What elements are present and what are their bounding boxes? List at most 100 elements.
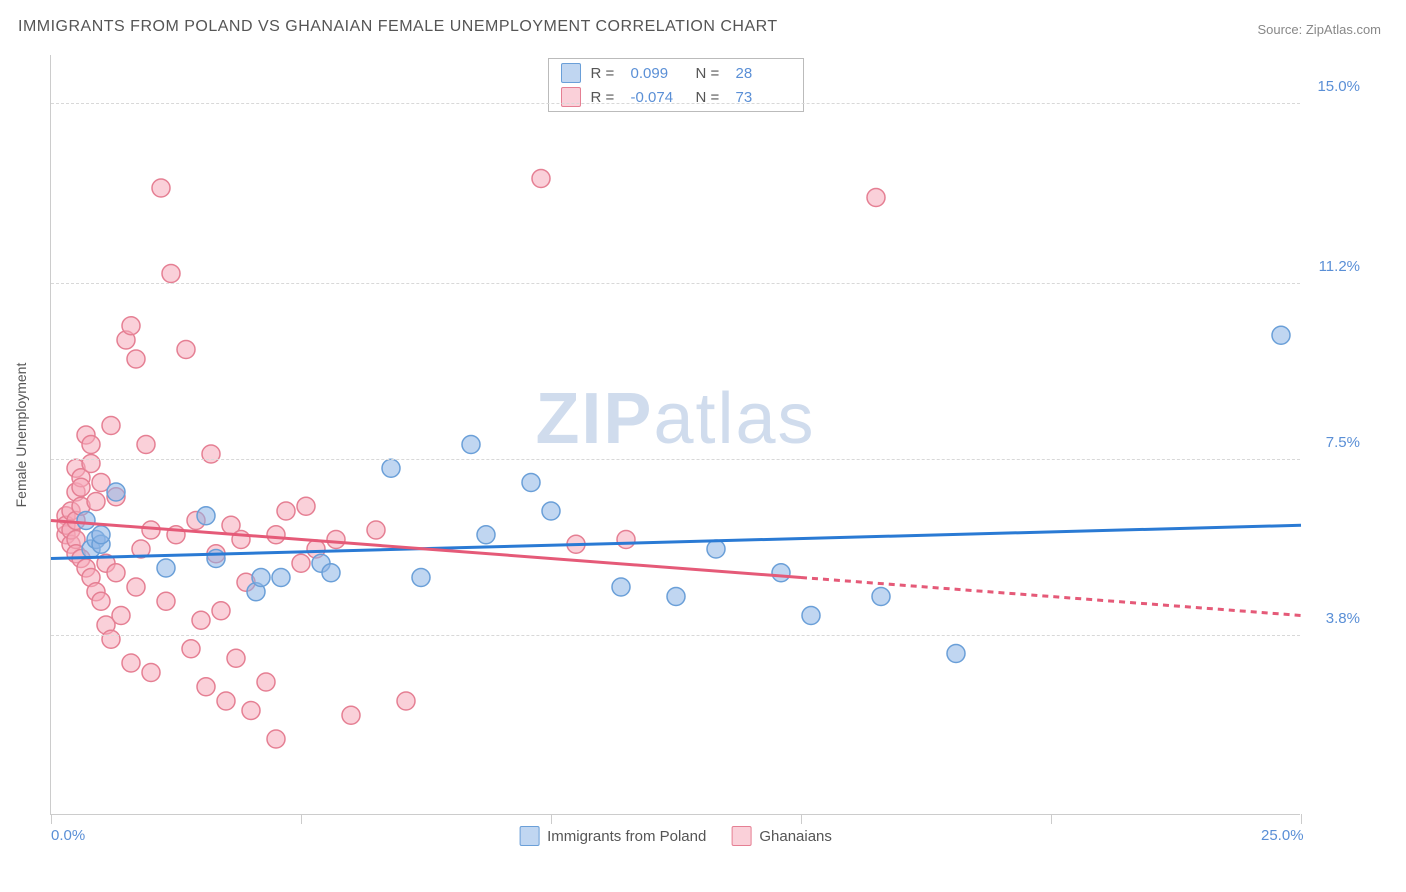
data-point (462, 436, 480, 454)
data-point (197, 678, 215, 696)
data-point (707, 540, 725, 558)
x-tick (301, 814, 302, 824)
y-tick-label: 7.5% (1326, 434, 1360, 451)
data-point (102, 630, 120, 648)
y-axis-label: Female Unemployment (13, 362, 29, 507)
legend-row: R =-0.074N =73 (549, 85, 803, 109)
data-point (297, 497, 315, 515)
x-tick (551, 814, 552, 824)
data-point (162, 265, 180, 283)
data-point (82, 455, 100, 473)
data-point (197, 507, 215, 525)
x-tick (51, 814, 52, 824)
data-point (227, 649, 245, 667)
grid-line (51, 459, 1300, 460)
legend-label: Ghanaians (759, 828, 832, 845)
data-point (327, 531, 345, 549)
data-point (257, 673, 275, 691)
data-point (177, 341, 195, 359)
data-point (242, 702, 260, 720)
legend-swatch (519, 826, 539, 846)
data-point (267, 526, 285, 544)
data-point (267, 730, 285, 748)
x-tick (1051, 814, 1052, 824)
data-point (382, 459, 400, 477)
data-point (107, 564, 125, 582)
x-tick (1301, 814, 1302, 824)
source-label: Source: ZipAtlas.com (1257, 22, 1381, 37)
data-point (107, 483, 125, 501)
data-point (152, 179, 170, 197)
grid-line (51, 103, 1300, 104)
y-tick-label: 15.0% (1317, 78, 1360, 95)
chart-title: IMMIGRANTS FROM POLAND VS GHANAIAN FEMAL… (18, 18, 778, 36)
data-point (87, 493, 105, 511)
data-point (612, 578, 630, 596)
x-tick (801, 814, 802, 824)
legend-row: R = 0.099 N = 28 (549, 61, 803, 85)
data-point (122, 654, 140, 672)
legend-r-value: 0.099 (631, 65, 686, 82)
data-point (92, 592, 110, 610)
data-point (412, 569, 430, 587)
data-point (322, 564, 340, 582)
data-point (477, 526, 495, 544)
data-point (82, 436, 100, 454)
plot-area: Female Unemployment ZIPatlas R =0.099N =… (50, 55, 1300, 815)
data-point (182, 640, 200, 658)
data-point (77, 512, 95, 530)
data-point (142, 664, 160, 682)
data-point (112, 607, 130, 625)
data-point (532, 170, 550, 188)
data-point (872, 588, 890, 606)
legend-label: Immigrants from Poland (547, 828, 706, 845)
data-point (617, 531, 635, 549)
legend-item: Ghanaians (731, 826, 832, 846)
data-point (802, 607, 820, 625)
data-point (292, 554, 310, 572)
data-point (127, 350, 145, 368)
data-point (867, 189, 885, 207)
legend-r-label: R = (591, 65, 621, 82)
data-point (277, 502, 295, 520)
data-point (217, 692, 235, 710)
legend-swatch (731, 826, 751, 846)
data-point (947, 645, 965, 663)
data-point (72, 478, 90, 496)
correlation-legend: R = 0.099 N = 28 R =-0.074N =73 (548, 58, 804, 112)
legend-n-value: 28 (736, 65, 791, 82)
legend-n-label: N = (696, 65, 726, 82)
legend-swatch (561, 87, 581, 107)
data-point (212, 602, 230, 620)
data-point (122, 317, 140, 335)
x-tick-label: 25.0% (1261, 827, 1304, 844)
data-point (252, 569, 270, 587)
data-point (367, 521, 385, 539)
data-point (202, 445, 220, 463)
grid-line (51, 635, 1300, 636)
legend-item: Immigrants from Poland (519, 826, 706, 846)
data-point (667, 588, 685, 606)
data-point (397, 692, 415, 710)
grid-line (51, 283, 1300, 284)
data-point (192, 611, 210, 629)
data-point (542, 502, 560, 520)
y-tick-label: 3.8% (1326, 610, 1360, 627)
data-point (137, 436, 155, 454)
data-point (127, 578, 145, 596)
y-tick-label: 11.2% (1319, 258, 1360, 275)
chart-svg (51, 55, 1301, 815)
data-point (157, 592, 175, 610)
data-point (1272, 326, 1290, 344)
data-point (522, 474, 540, 492)
data-point (102, 417, 120, 435)
data-point (772, 564, 790, 582)
data-point (342, 706, 360, 724)
data-point (207, 550, 225, 568)
legend-swatch (561, 63, 581, 83)
data-point (92, 526, 110, 544)
data-point (272, 569, 290, 587)
data-point (157, 559, 175, 577)
x-tick-label: 0.0% (51, 827, 85, 844)
series-legend: Immigrants from Poland Ghanaians (519, 826, 832, 846)
